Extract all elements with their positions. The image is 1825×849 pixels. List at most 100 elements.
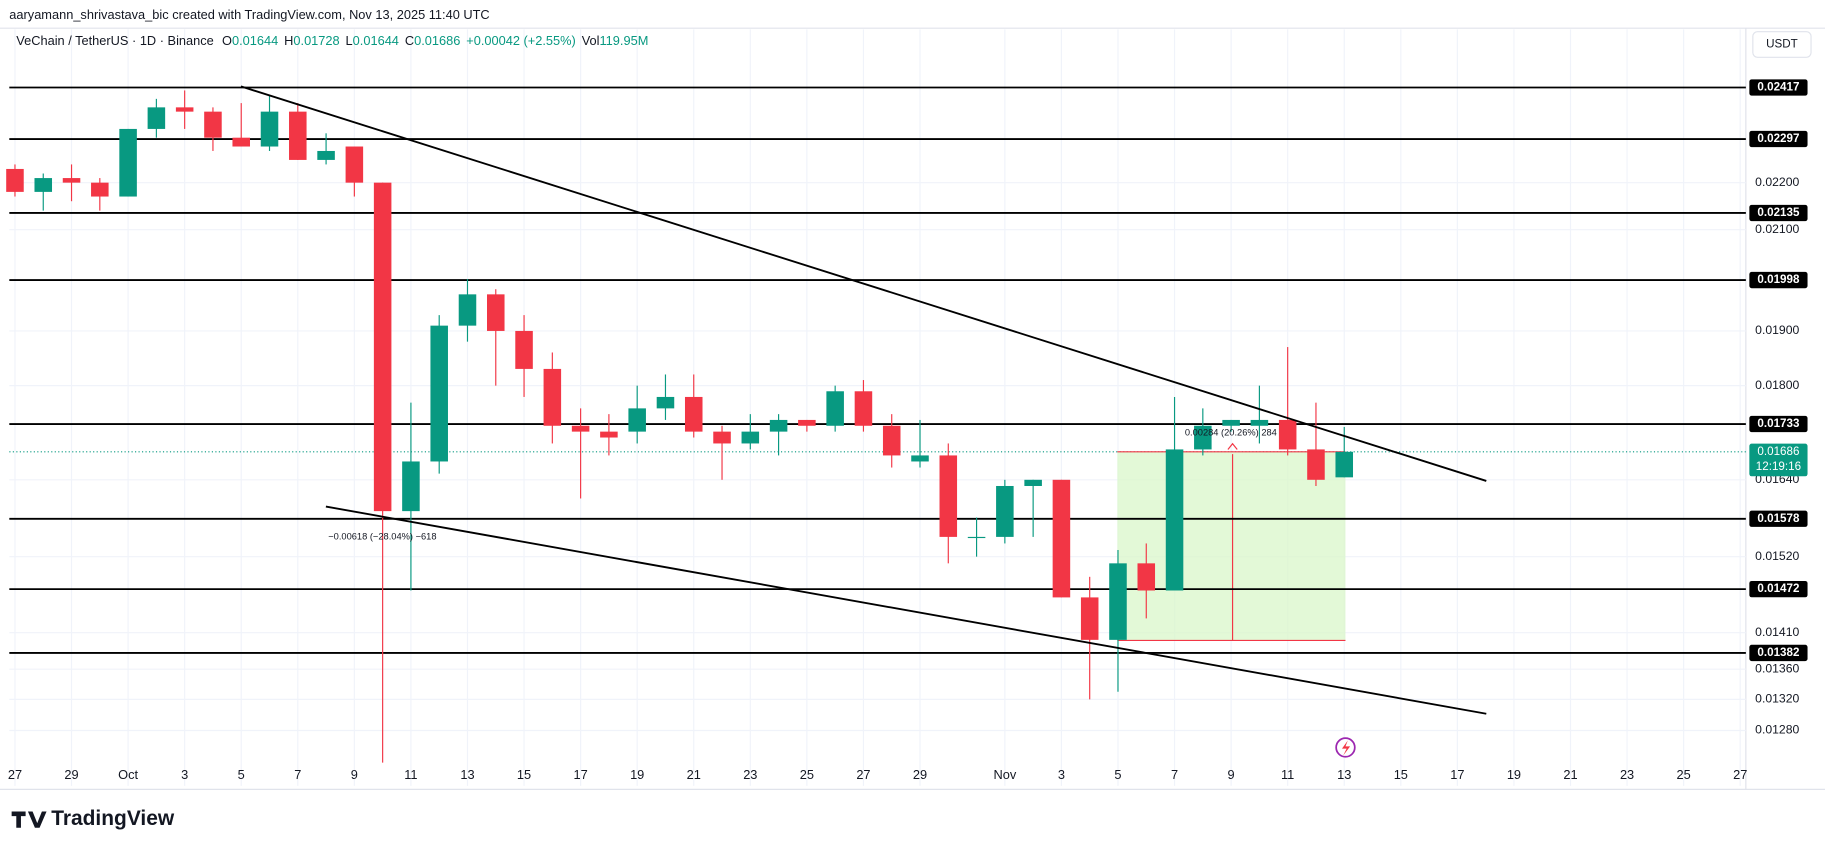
- candle-body: [911, 455, 929, 462]
- x-tick-label: 7: [294, 767, 301, 782]
- candle-body: [147, 107, 166, 129]
- x-tick-label: 19: [630, 767, 644, 782]
- x-tick-label: 17: [573, 767, 587, 782]
- y-tick-label: 0.01900: [1755, 323, 1799, 337]
- x-tick-label: 27: [856, 767, 870, 782]
- candle-body: [882, 425, 901, 456]
- candle-body: [1024, 479, 1042, 486]
- x-tick-label: 15: [517, 767, 531, 782]
- x-tick-label: 7: [1171, 767, 1178, 782]
- candle-body: [6, 168, 24, 192]
- trend-line-lower: [325, 505, 1487, 715]
- candle-body: [854, 391, 873, 426]
- h-value: 0.01728: [293, 34, 339, 49]
- candle-body: [1137, 563, 1156, 591]
- x-tick-label: 25: [800, 767, 814, 782]
- candle-body: [656, 396, 675, 409]
- x-tick-label: 11: [404, 767, 417, 782]
- candle-body: [458, 294, 477, 326]
- measure-down-label: −0.00618 (−28.04%) −618: [328, 531, 436, 541]
- candle-body: [345, 146, 364, 183]
- candles: [6, 90, 1354, 763]
- x-tick-label: 23: [743, 767, 757, 782]
- x-tick-label: 21: [1563, 767, 1577, 782]
- level-label: 0.01382: [1757, 646, 1799, 659]
- candle-body: [769, 419, 788, 432]
- candle-body: [1335, 451, 1354, 478]
- x-tick-label: 13: [460, 767, 474, 782]
- l-label: L: [346, 34, 353, 49]
- x-tick-label: 23: [1620, 767, 1634, 782]
- level-label-bg: [1749, 510, 1808, 527]
- candle-body: [1052, 479, 1071, 598]
- candle-body: [487, 294, 505, 331]
- candle-body: [628, 408, 646, 432]
- y-tick-label: 0.01280: [1755, 723, 1799, 737]
- candle-body: [289, 111, 307, 160]
- candle-body: [939, 455, 958, 537]
- brand-logo: [11, 811, 47, 828]
- vol-label: Vol: [582, 34, 600, 49]
- candle-body: [62, 178, 81, 183]
- o-value: 0.01644: [232, 34, 278, 49]
- x-tick-label: Nov: [993, 767, 1016, 782]
- candle-body: [798, 419, 816, 426]
- candle-body: [826, 391, 844, 426]
- currency[interactable]: USDT: [1766, 38, 1798, 51]
- candle-body: [34, 178, 53, 192]
- level-label: 0.02135: [1757, 206, 1800, 219]
- axis-labels: 27 29 Oct 3 5 7 9 11 13 15 17 19 21 23 25 27 29 Nov 3 5 7 9 11…: [8, 79, 1808, 782]
- level-label: 0.01578: [1757, 512, 1800, 525]
- y-tick-label: 0.02200: [1755, 175, 1799, 189]
- last-price-bg: [1749, 443, 1808, 477]
- position-box: [1117, 451, 1346, 641]
- candle-body: [515, 330, 533, 369]
- candle-body: [1222, 419, 1240, 426]
- x-tick-label: 19: [1507, 767, 1521, 782]
- y-tick-label: 0.01360: [1755, 661, 1799, 675]
- candle-body: [684, 396, 703, 432]
- x-tick-label: 9: [351, 767, 358, 782]
- last-price-label: 0.01686: [1757, 445, 1799, 458]
- level-label: 0.02297: [1757, 132, 1799, 145]
- event-bolt: [1341, 740, 1351, 756]
- level-label: 0.01998: [1757, 273, 1800, 286]
- y-tick-label: 0.01800: [1755, 378, 1799, 392]
- candle-body: [1278, 419, 1297, 450]
- x-tick-label: 5: [238, 767, 245, 782]
- level-label: 0.01472: [1757, 582, 1799, 595]
- candle-body: [1109, 563, 1127, 640]
- symbol: VeChain / TetherUS · 1D · Binance: [16, 34, 214, 49]
- y-tick-label: 0.01520: [1755, 549, 1799, 563]
- x-tick-label: 3: [1058, 767, 1065, 782]
- candle-body: [1307, 449, 1325, 480]
- candle-body: [967, 536, 986, 539]
- level-label-bg: [1749, 580, 1808, 598]
- x-tick-label: 3: [181, 767, 188, 782]
- x-tick-label: 27: [1733, 767, 1747, 782]
- level-label-bg: [1749, 130, 1808, 148]
- measure-up-label: 0.00284 (20.26%) 284: [1185, 428, 1277, 438]
- candle-body: [1165, 449, 1184, 591]
- countdown: 12:19:16: [1756, 460, 1801, 473]
- level-label-bg: [1749, 271, 1808, 289]
- candle-body: [996, 485, 1014, 537]
- candle-body: [175, 107, 194, 112]
- x-tick-label: 13: [1337, 767, 1351, 782]
- l-value: 0.01644: [353, 34, 399, 49]
- candle-body: [232, 137, 250, 147]
- x-tick-label: 5: [1114, 767, 1121, 782]
- level-label-bg: [1749, 415, 1808, 433]
- candle-body: [430, 325, 448, 462]
- x-tick-label: Oct: [118, 767, 138, 782]
- candle-body: [1080, 597, 1099, 640]
- h-label: H: [284, 34, 293, 49]
- candle-body: [260, 111, 279, 147]
- x-tick-label: 15: [1394, 767, 1408, 782]
- attribution: aaryamann_shrivastava_bic created with T…: [9, 7, 489, 22]
- candle-body: [402, 461, 420, 512]
- y-tick-label: 0.01410: [1755, 625, 1799, 639]
- currency-button[interactable]: [1752, 31, 1812, 58]
- level-label: 0.01733: [1757, 417, 1800, 430]
